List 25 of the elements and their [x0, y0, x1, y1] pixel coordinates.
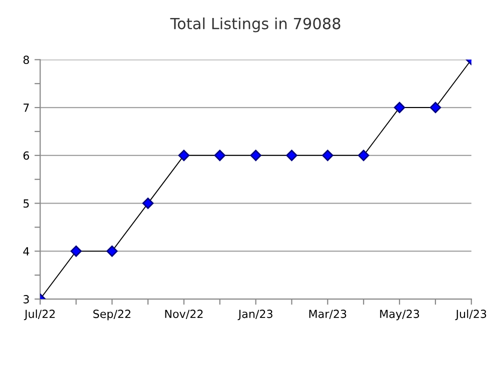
x-tick-label: May/23	[380, 310, 420, 320]
x-tick-label: Jul/22	[24, 309, 55, 320]
point	[178, 150, 190, 162]
x-tick-label: Nov/22	[165, 310, 203, 319]
x-tick-label: Jul/23	[455, 309, 486, 320]
point	[286, 150, 298, 162]
y-tick-label: 4	[23, 247, 30, 256]
y-tick-label: 3	[24, 295, 29, 304]
point	[394, 102, 406, 114]
y-tick-label: 8	[23, 56, 30, 64]
y-tick-label: 5	[24, 199, 29, 208]
point	[142, 198, 154, 209]
point	[214, 150, 226, 162]
point	[70, 246, 82, 257]
y-tick-label: 6	[23, 151, 30, 160]
y-tick-label: 7	[24, 104, 29, 112]
x-tick-label: Jan/23	[238, 310, 272, 320]
point	[430, 102, 442, 114]
x-tick-label: Sep/22	[93, 310, 130, 320]
x-tick-label: Mar/23	[309, 310, 346, 319]
point	[250, 150, 262, 162]
chart-title: Total Listings in 79088	[170, 17, 340, 32]
point	[322, 150, 334, 162]
point	[358, 150, 370, 162]
point	[106, 246, 118, 257]
